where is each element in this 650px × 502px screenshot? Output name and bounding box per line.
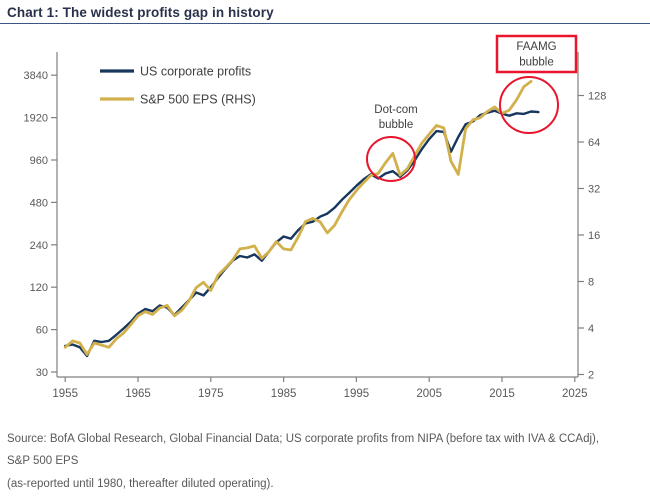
left-axis-tick-label: 3840 — [24, 70, 48, 82]
right-axis-tick-label: 8 — [588, 277, 594, 289]
right-axis-tick-label: 4 — [588, 323, 594, 335]
x-axis-tick-label: 1985 — [271, 388, 297, 400]
source-note: Source: BofA Global Research, Global Fin… — [7, 428, 619, 495]
right-axis-tick-label: 32 — [588, 184, 600, 196]
left-axis-tick-label: 60 — [36, 325, 48, 337]
left-axis-tick-label: 240 — [30, 240, 48, 252]
legend-label-eps: S&P 500 EPS (RHS) — [140, 93, 256, 107]
right-axis-tick-label: 128 — [588, 91, 606, 103]
x-axis-tick-label: 1975 — [198, 388, 224, 400]
source-text: Source: BofA Global Research, Global Fin… — [7, 433, 600, 468]
dotcom-label-line1: Dot-com — [374, 104, 417, 116]
dotcom-circle — [366, 136, 416, 182]
right-axis-tick-label: 16 — [588, 230, 600, 242]
right-axis-tick-label: 64 — [588, 137, 600, 149]
title-bar: Chart 1: The widest profits gap in histo… — [0, 0, 650, 24]
left-axis-tick-label: 30 — [36, 367, 48, 379]
left-axis-tick-label: 120 — [30, 282, 48, 294]
faamg-circle — [499, 76, 559, 134]
x-axis-tick-label: 1965 — [125, 388, 151, 400]
right-axis-tick-label: 2 — [588, 370, 594, 382]
x-axis-tick-label: 2005 — [416, 388, 442, 400]
x-axis-tick-label: 1955 — [52, 388, 78, 400]
faamg-label-line2: bubble — [519, 57, 554, 69]
chart-title: Chart 1: The widest profits gap in histo… — [7, 5, 274, 20]
left-axis-tick-label: 1920 — [24, 113, 48, 125]
x-axis-tick-label: 2025 — [562, 388, 588, 400]
eps-line — [63, 80, 533, 356]
profits-gap-chart: 3840 1920 960 480 240 120 60 30 128 64 32 16 8 4 2 1955… — [24, 34, 606, 400]
source-text-2: (as-reported until 1980, thereafter dilu… — [7, 477, 274, 490]
x-axis-tick-label: 2015 — [489, 388, 515, 400]
left-axis-tick-label: 480 — [30, 197, 48, 209]
x-axis-tick-label: 1995 — [344, 388, 370, 400]
left-axis-tick-label: 960 — [30, 155, 48, 167]
faamg-box — [495, 34, 578, 74]
dotcom-label-line2: bubble — [379, 119, 414, 131]
legend-label-profits: US corporate profits — [140, 65, 251, 79]
faamg-label-line1: FAAMG — [516, 41, 556, 53]
